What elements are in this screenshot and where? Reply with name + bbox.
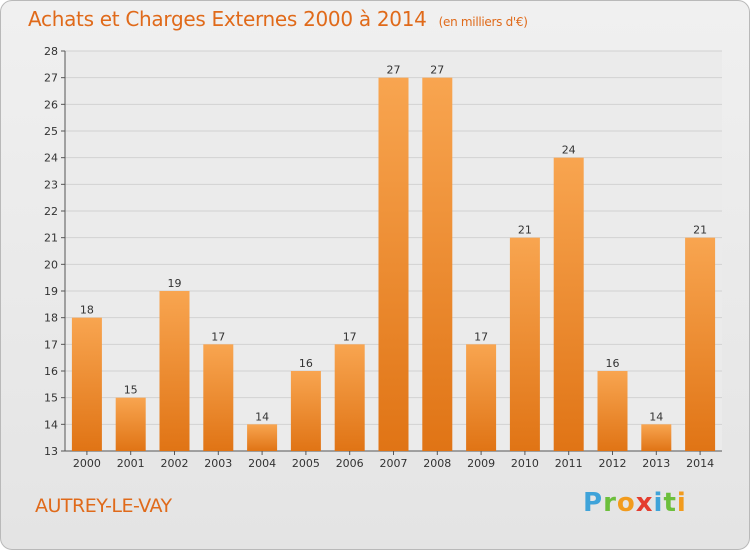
y-tick-label: 24 (44, 152, 58, 165)
x-tick-label-2008: 2008 (423, 457, 451, 470)
data-label-2014: 21 (693, 224, 707, 237)
y-tick-label: 18 (44, 312, 58, 325)
x-tick-label-2001: 2001 (117, 457, 145, 470)
x-tick-label-2014: 2014 (686, 457, 714, 470)
bar-2013 (641, 424, 672, 451)
y-tick-label: 22 (44, 205, 58, 218)
data-label-2002: 19 (168, 277, 182, 290)
bar-2001 (115, 397, 146, 451)
y-tick-label: 20 (44, 258, 58, 271)
data-label-2003: 17 (211, 330, 225, 343)
bar-2012 (597, 371, 628, 451)
y-tick-label: 27 (44, 72, 58, 85)
y-tick-label: 14 (44, 418, 58, 431)
data-label-2008: 27 (430, 64, 444, 77)
y-tick-label: 15 (44, 392, 58, 405)
x-tick-label-2011: 2011 (555, 457, 583, 470)
labels: 18 15 19 17 14 16 17 27 27 17 21 24 16 14 21 (80, 64, 707, 424)
bar-2014 (685, 237, 716, 451)
y-tick-label: 26 (44, 98, 58, 111)
x-tick-label-2009: 2009 (467, 457, 495, 470)
bar-2009 (466, 344, 497, 451)
data-label-2004: 14 (255, 410, 269, 423)
x-tick-label-2002: 2002 (161, 457, 189, 470)
x-tick-label-2004: 2004 (248, 457, 276, 470)
bar-2000 (71, 317, 102, 451)
data-label-2000: 18 (80, 304, 94, 317)
chart-unit: (en milliers d'€) (438, 15, 528, 29)
x-tick-label-2006: 2006 (336, 457, 364, 470)
y-tick-label: 28 (44, 45, 58, 58)
y-tick-label: 17 (44, 338, 58, 351)
bars (71, 77, 716, 452)
bar-2003 (203, 344, 234, 451)
x-tick-label-2012: 2012 (599, 457, 627, 470)
y-tick-label: 13 (44, 445, 58, 458)
data-label-2013: 14 (649, 410, 663, 423)
bar-2011 (553, 157, 584, 451)
bar-2007 (378, 77, 409, 452)
x-tick-label-2000: 2000 (73, 457, 101, 470)
y-tick-label: 19 (44, 285, 58, 298)
chart-title: Achats et Charges Externes 2000 à 2014 (… (28, 7, 528, 31)
x-tick-label-2007: 2007 (380, 457, 408, 470)
data-label-2005: 16 (299, 357, 313, 370)
bar-2005 (290, 371, 321, 451)
proxiti-logo: Proxiti (583, 488, 687, 518)
data-label-2012: 16 (606, 357, 620, 370)
data-label-2011: 24 (562, 144, 576, 157)
bar-2008 (422, 77, 453, 452)
data-label-2007: 27 (387, 64, 401, 77)
y-tick-label: 16 (44, 365, 58, 378)
y-tick-label: 21 (44, 232, 58, 245)
bar-2006 (334, 344, 365, 451)
y-tick-label: 25 (44, 125, 58, 138)
bar-2010 (509, 237, 540, 451)
chart-title-text: Achats et Charges Externes 2000 à 2014 (28, 7, 427, 31)
data-label-2001: 15 (124, 384, 138, 397)
y-tick-label: 23 (44, 178, 58, 191)
commune-name: AUTREY-LE-VAY (35, 495, 172, 517)
bar-2002 (159, 291, 190, 451)
x-tick-label-2010: 2010 (511, 457, 539, 470)
x-tick-label-2003: 2003 (204, 457, 232, 470)
x-tick-label-2013: 2013 (642, 457, 670, 470)
bar-2004 (247, 424, 278, 451)
x-tick-label-2005: 2005 (292, 457, 320, 470)
data-label-2010: 21 (518, 224, 532, 237)
data-label-2009: 17 (474, 330, 488, 343)
data-label-2006: 17 (343, 330, 357, 343)
